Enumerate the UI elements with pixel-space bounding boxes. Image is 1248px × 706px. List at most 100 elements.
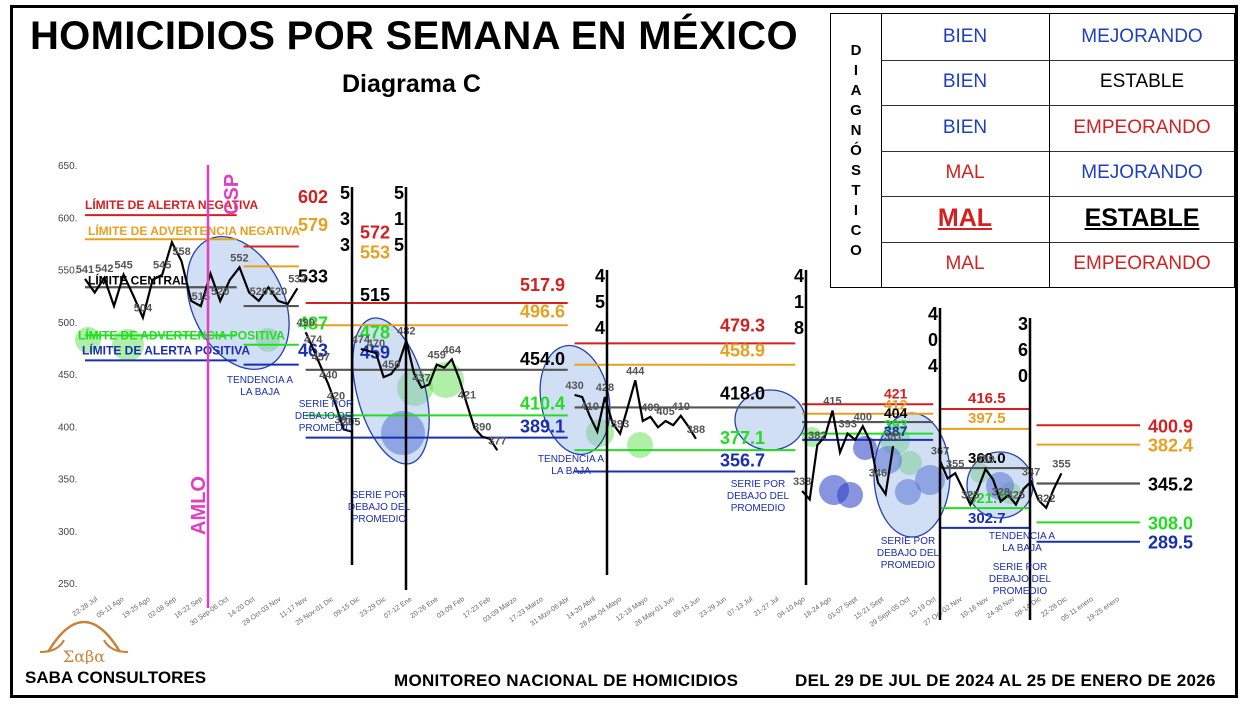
sigma-digit: 4: [595, 266, 605, 286]
page-subtitle: Diagrama C: [342, 70, 481, 98]
data-label: 520: [211, 286, 229, 298]
annotation-line: TENDENCIA A: [227, 375, 293, 386]
sigma-digit: 0: [928, 330, 938, 350]
data-label: 457: [312, 352, 330, 364]
diagnostico-letter: O: [850, 241, 862, 259]
diagnostico-estado: MAL: [881, 150, 1050, 196]
x-tick-label: 09-15 Jun: [672, 596, 702, 620]
y-tick-label: 550.: [58, 266, 77, 277]
data-label: 520: [250, 286, 268, 298]
limit-value-label: 389.1: [520, 417, 565, 437]
sigma-digit: 3: [340, 209, 350, 229]
data-label: 558: [172, 246, 190, 258]
limit-value-label: 289.5: [1148, 533, 1193, 553]
highlight-circle-blue: [895, 479, 921, 505]
annotation-line: SERIE POR: [881, 536, 935, 547]
limit-value-label: 345.2: [1148, 475, 1193, 495]
x-tick-label: 24-30 Nov: [986, 596, 1017, 621]
segment-sigma-label: 5 1 5: [394, 183, 404, 255]
limit-value-label: 602: [298, 187, 328, 207]
data-label: 421: [458, 389, 476, 401]
annotation-line: SERIE POR: [352, 490, 406, 501]
limit-value-label: 458.9: [720, 341, 765, 361]
trend-annotation: SERIE POR DEBAJO DEL PROMEDIO: [877, 536, 940, 571]
data-label: 397: [334, 414, 352, 426]
highlight-circle-blue: [874, 446, 902, 474]
diagnostico-estado: BIEN: [881, 105, 1050, 151]
highlight-circle-blue: [915, 465, 945, 495]
segment-sigma-label: 5 3 3: [340, 183, 350, 255]
limit-value-label: 410.4: [520, 393, 565, 413]
trend-annotation: SERIE POR DEBAJO DEL PROMEDIO: [989, 562, 1052, 597]
diagnostico-estado: BIEN: [881, 14, 1050, 60]
x-tick-label: 04-10 Ago: [776, 596, 806, 620]
diagnostico-estado: BIEN: [881, 59, 1050, 105]
series-line: [360, 336, 499, 451]
trend-annotation: SERIE POR DEBAJO DEL PROMEDIO: [727, 479, 790, 514]
diagnostico-letter: G: [850, 101, 862, 119]
sigma-digit: 5: [394, 183, 404, 203]
limit-value-label: 553: [360, 242, 390, 262]
trend-annotation: TENDENCIA A LA BAJA: [989, 531, 1055, 554]
data-label: 393: [611, 419, 629, 431]
sigma-digit: 4: [794, 266, 804, 286]
diagnostico-tendencia: ESTABLE: [1099, 71, 1185, 93]
data-label: 410: [581, 401, 599, 413]
data-label: 359: [976, 454, 994, 466]
data-label: 542: [95, 263, 113, 275]
logo-arc-right: [103, 639, 129, 653]
data-label: 474: [304, 334, 323, 346]
data-label: 437: [412, 373, 430, 385]
data-label: 520: [269, 286, 287, 298]
limit-value-label: 397.5: [968, 410, 1006, 427]
data-label: 440: [319, 369, 337, 381]
data-label: 541: [76, 264, 94, 276]
limit-value-label: 479.3: [720, 315, 765, 335]
x-tick-label: 07-12 Ene: [383, 596, 414, 620]
limit-value-label: 400.9: [1148, 416, 1193, 436]
y-tick-label: 400.: [58, 422, 77, 433]
highlight-circle-blue: [381, 411, 425, 455]
brand-name: SABA CONSULTORES: [25, 668, 207, 687]
diagnostico-tendencia: MEJORANDO: [1081, 162, 1203, 184]
x-tick-label: 07-13 Jul: [727, 596, 755, 619]
series-line: [304, 331, 352, 433]
annotation-line: DEBAJO DEL: [295, 411, 358, 422]
limit-value-label: 572: [360, 223, 390, 243]
data-label: 382: [808, 430, 826, 442]
y-tick-label: 450.: [58, 370, 77, 381]
annotation-line: PROMEDIO: [352, 514, 407, 525]
annotation-line: DEBAJO DEL: [989, 574, 1052, 585]
diagnostico-tendencia: MEJORANDO: [1081, 25, 1203, 47]
trend-annotation: TENDENCIA A LA BAJA: [538, 454, 604, 477]
limit-name-label: LÍMITE CENTRAL: [88, 272, 188, 287]
limit-value-label: 533: [298, 266, 328, 286]
annotation-line: PROMEDIO: [731, 503, 786, 514]
annotation-line: SERIE POR: [299, 399, 353, 410]
limit-value-label: 356.7: [720, 450, 765, 470]
annotation-line: SERIE POR: [731, 479, 785, 490]
diagnostico-letter: A: [850, 81, 862, 99]
data-label: 400: [854, 411, 872, 423]
data-label: 545: [153, 260, 171, 272]
annotation-line: PROMEDIO: [299, 423, 354, 434]
limit-name-label: LÍMITE DE ALERTA POSITIVA: [82, 342, 250, 357]
diagnostico-row: MAL ESTABLE: [881, 196, 1234, 243]
diagnostico-row: MAL EMPEORANDO: [881, 241, 1234, 287]
data-label: 410: [672, 401, 690, 413]
data-label: 381: [884, 431, 902, 443]
y-tick-label: 350.: [58, 475, 77, 486]
data-label: 415: [823, 396, 841, 408]
data-label: 420: [327, 390, 345, 402]
x-tick-label: 03-09 Feb: [436, 596, 466, 620]
data-label: 355: [1052, 458, 1070, 470]
data-label: 459: [427, 350, 445, 362]
data-label: 390: [473, 422, 491, 434]
trend-annotation: SERIE POR DEBAJO DEL PROMEDIO: [295, 399, 358, 434]
sigma-digit: 3: [1018, 314, 1028, 334]
highlight-circle-blue: [837, 482, 863, 508]
diagnostico-letter: T: [851, 181, 861, 199]
